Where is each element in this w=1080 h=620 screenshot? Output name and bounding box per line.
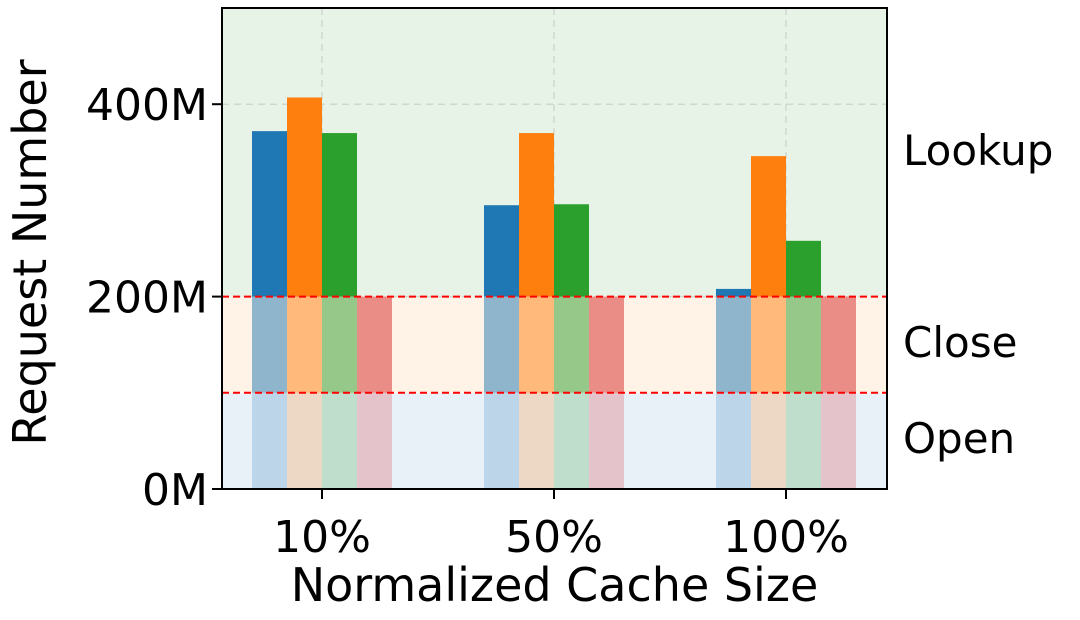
bar-segment-open: [786, 392, 821, 489]
bar-segment-close: [519, 296, 554, 393]
bar-segment-open: [322, 392, 357, 489]
x-tick-label: 10%: [273, 512, 371, 563]
bar-segment-lookup: [716, 288, 751, 297]
band-label-lookup: Lookup: [903, 126, 1053, 175]
bar-segment-lookup: [252, 131, 287, 297]
bar-segment-open: [287, 392, 322, 489]
y-tick-label: 0M: [142, 465, 208, 516]
y-axis: 0M 200M 400M: [86, 80, 222, 516]
band-labels: Open Close Lookup: [903, 126, 1053, 463]
band-label-close: Close: [903, 318, 1017, 367]
bar-segment-close: [484, 296, 519, 393]
threshold-lines: [222, 295, 887, 394]
bar-segment-open: [589, 392, 624, 489]
bar-segment-lookup: [751, 156, 786, 297]
bar-100%-series-4: [821, 296, 856, 489]
bar-segment-lookup: [484, 205, 519, 297]
bar-segment-lookup: [519, 133, 554, 297]
bar-100%-series-3: [786, 240, 821, 489]
bar-10%-series-4: [357, 296, 392, 489]
bar-segment-close: [786, 296, 821, 393]
bar-segment-close: [322, 296, 357, 393]
bar-segment-lookup: [287, 97, 322, 297]
bar-segment-close: [252, 296, 287, 393]
bar-segment-close: [589, 296, 624, 393]
bars: [252, 97, 856, 489]
bar-50%-series-1: [484, 205, 519, 489]
bar-segment-open: [751, 392, 786, 489]
x-tick-label: 100%: [723, 512, 849, 563]
bar-segment-close: [554, 296, 589, 393]
bar-10%-series-2: [287, 97, 322, 489]
bar-segment-open: [554, 392, 589, 489]
bar-10%-series-1: [252, 131, 287, 489]
bar-segment-close: [287, 296, 322, 393]
bar-segment-close: [821, 296, 856, 393]
bar-10%-series-3: [322, 133, 357, 489]
bar-50%-series-3: [554, 204, 589, 489]
bar-segment-open: [252, 392, 287, 489]
bar-segment-lookup: [554, 204, 589, 297]
bar-segment-open: [821, 392, 856, 489]
y-tick-label: 200M: [86, 273, 208, 324]
bar-segment-close: [716, 296, 751, 393]
y-tick-label: 400M: [86, 80, 208, 131]
bar-segment-close: [357, 296, 392, 393]
y-axis-title: Request Number: [3, 59, 57, 445]
bar-100%-series-1: [716, 288, 751, 489]
x-tick-label: 50%: [505, 512, 603, 563]
bar-segment-open: [519, 392, 554, 489]
bar-50%-series-4: [589, 296, 624, 489]
bar-segment-close: [751, 296, 786, 393]
bar-segment-lookup: [786, 240, 821, 297]
bar-segment-open: [484, 392, 519, 489]
x-axis-title: Normalized Cache Size: [291, 558, 819, 612]
bar-100%-series-2: [751, 156, 786, 489]
bar-50%-series-2: [519, 133, 554, 489]
bar-segment-open: [357, 392, 392, 489]
bar-segment-open: [716, 392, 751, 489]
band-label-open: Open: [903, 414, 1015, 463]
bar-segment-lookup: [322, 133, 357, 297]
x-axis: 10% 50% 100%: [273, 489, 849, 563]
